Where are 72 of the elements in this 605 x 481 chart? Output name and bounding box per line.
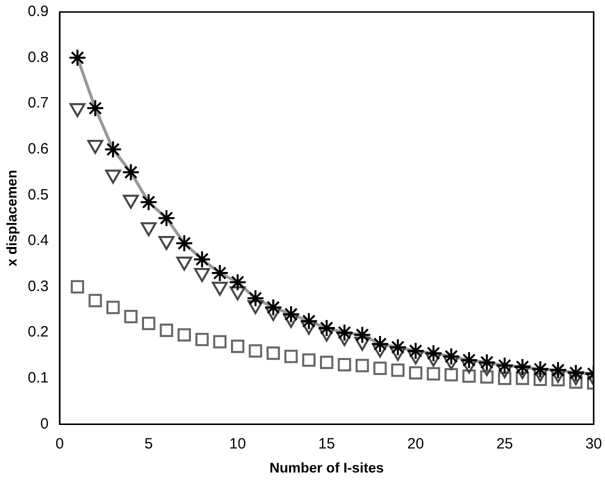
point: [284, 350, 298, 364]
point: [193, 250, 212, 268]
point: [460, 351, 478, 370]
point: [142, 316, 156, 330]
y-tick-label: 0.9: [28, 3, 49, 20]
point: [406, 342, 425, 360]
point: [444, 368, 458, 382]
y-axis-title: x displacemen: [3, 170, 20, 266]
point: [356, 358, 369, 372]
point: [513, 358, 532, 376]
point: [478, 353, 496, 372]
point: [462, 369, 476, 383]
x-tick-label: 20: [407, 435, 424, 452]
point: [549, 361, 568, 380]
y-tick-label: 0.6: [28, 140, 49, 158]
point: [175, 234, 194, 252]
point: [230, 340, 244, 353]
point: [266, 346, 280, 360]
point: [248, 344, 262, 358]
point: [426, 367, 440, 380]
point: [335, 324, 354, 342]
y-tick-label: 0.5: [28, 186, 49, 204]
point: [210, 264, 229, 282]
point: [391, 364, 405, 377]
point: [195, 332, 209, 346]
point: [371, 335, 390, 354]
x-tick-label: 15: [318, 435, 335, 452]
point: [531, 360, 550, 378]
point: [338, 358, 352, 372]
point: [124, 310, 138, 324]
x-tick-label: 30: [585, 435, 602, 452]
x-tick-label: 10: [229, 435, 246, 452]
point: [318, 319, 336, 338]
point: [388, 338, 407, 356]
point: [160, 324, 174, 337]
point: [302, 353, 316, 367]
point: [442, 347, 460, 366]
y-tick-label: 0.4: [28, 232, 49, 250]
point: [409, 366, 422, 380]
x-tick-label: 0: [55, 435, 64, 452]
x-axis-title: Number of I-sites: [269, 459, 384, 476]
point: [246, 289, 264, 308]
point: [157, 209, 176, 228]
point: [70, 280, 84, 294]
point: [88, 294, 102, 308]
point: [68, 48, 86, 67]
point: [282, 305, 300, 324]
point: [496, 356, 514, 375]
point: [106, 300, 120, 314]
point: [86, 99, 104, 118]
point: [566, 364, 585, 382]
y-tick-label: 0.8: [28, 48, 49, 66]
point: [300, 312, 318, 330]
point: [320, 356, 334, 370]
y-tick-label: 0.7: [28, 94, 49, 112]
x-tick-label: 25: [496, 435, 513, 452]
point: [104, 140, 122, 158]
point: [213, 335, 227, 348]
point: [178, 328, 191, 342]
point: [122, 163, 140, 182]
point: [373, 362, 387, 375]
y-tick-label: 0.2: [28, 324, 49, 341]
y-tick-label: 0: [40, 415, 49, 432]
point: [424, 344, 442, 362]
point: [480, 370, 494, 384]
point: [228, 273, 247, 292]
point: [264, 298, 282, 316]
point: [140, 193, 158, 212]
x-tick-label: 5: [144, 435, 153, 452]
y-tick-label: 0.1: [28, 370, 49, 387]
y-tick-label: 0.3: [28, 278, 49, 295]
point: [353, 326, 372, 344]
